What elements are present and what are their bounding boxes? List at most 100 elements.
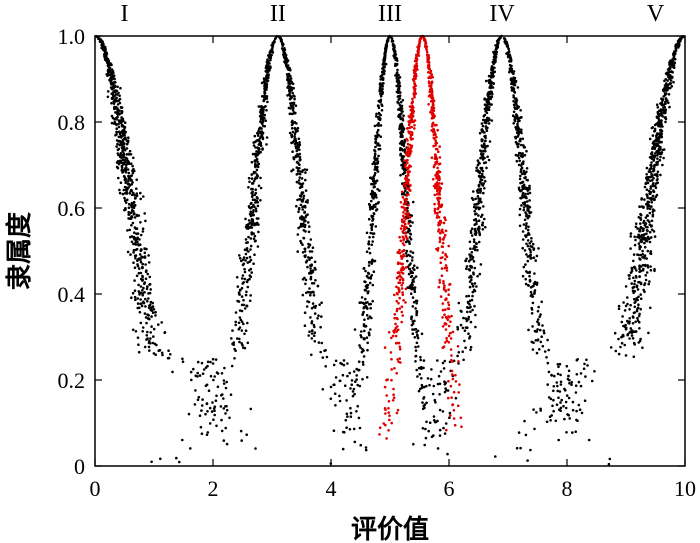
scatter-point (436, 183, 440, 186)
grade-label: V (647, 1, 665, 27)
scatter-point (131, 221, 135, 225)
scatter-point (260, 105, 264, 109)
scatter-point (126, 250, 130, 254)
scatter-point (672, 80, 675, 84)
scatter-point (445, 336, 448, 340)
scatter-point (133, 289, 137, 293)
scatter-point (409, 250, 413, 253)
scatter-point (648, 137, 652, 141)
scatter-point (438, 178, 441, 182)
scatter-point (245, 304, 248, 308)
scatter-point (580, 411, 584, 415)
scatter-point (491, 72, 495, 76)
scatter-point (476, 248, 479, 252)
scatter-point (609, 346, 613, 349)
scatter-point (372, 185, 376, 189)
scatter-point (678, 39, 682, 42)
x-tick-label: 2 (208, 476, 219, 501)
scatter-point (488, 140, 492, 143)
scatter-point (526, 239, 530, 242)
scatter-point (200, 409, 203, 412)
scatter-point (296, 198, 299, 202)
scatter-point (646, 214, 649, 218)
scatter-point (318, 303, 321, 307)
scatter-point (393, 331, 396, 334)
scatter-point (138, 291, 141, 294)
scatter-point (482, 191, 485, 195)
y-tick-label: 0 (74, 454, 85, 479)
scatter-point (532, 256, 536, 260)
scatter-point (264, 96, 268, 100)
scatter-point (407, 212, 411, 215)
scatter-point (211, 357, 215, 361)
scatter-point (427, 103, 430, 106)
scatter-point (649, 167, 652, 170)
scatter-point (513, 80, 516, 84)
scatter-point (441, 308, 445, 312)
scatter-point (377, 154, 380, 158)
scatter-point (304, 254, 307, 257)
scatter-point (129, 162, 133, 165)
x-axis-label: 评价值 (351, 515, 429, 543)
scatter-point (633, 297, 636, 301)
scatter-point (433, 209, 437, 213)
scatter-point (471, 294, 474, 298)
scatter-point (426, 60, 430, 64)
scatter-point (518, 177, 522, 181)
scatter-point (332, 429, 336, 433)
scatter-point (474, 218, 478, 221)
scatter-point (301, 278, 305, 281)
scatter-point (126, 168, 130, 171)
scatter-point (650, 219, 654, 223)
scatter-point (445, 339, 449, 343)
scatter-point (413, 75, 417, 78)
x-tick-label: 4 (326, 476, 337, 501)
scatter-point (579, 372, 583, 375)
scatter-point (243, 267, 246, 271)
scatter-point (474, 203, 478, 206)
scatter-point (635, 284, 639, 288)
scatter-point (136, 240, 139, 244)
scatter-point (409, 136, 412, 139)
scatter-point (118, 120, 122, 123)
scatter-point (655, 122, 658, 126)
scatter-point (470, 251, 474, 254)
scatter-point (634, 222, 638, 225)
scatter-point (116, 85, 119, 89)
scatter-point (171, 370, 174, 374)
scatter-point (404, 287, 408, 291)
scatter-point (396, 262, 400, 266)
scatter-point (450, 354, 453, 357)
scatter-point (405, 194, 409, 197)
scatter-point (127, 178, 130, 181)
scatter-point (436, 176, 439, 180)
scatter-point (617, 352, 621, 356)
scatter-point (624, 354, 628, 357)
scatter-point (349, 406, 352, 410)
scatter-point (387, 331, 391, 334)
scatter-point (244, 252, 248, 256)
scatter-point (345, 426, 348, 430)
scatter-point (220, 372, 224, 375)
scatter-point (260, 95, 264, 98)
scatter-point (369, 306, 372, 310)
scatter-point (112, 102, 116, 105)
scatter-point (117, 135, 121, 139)
scatter-point (250, 271, 253, 274)
scatter-point (417, 389, 421, 393)
scatter-point (397, 286, 400, 290)
scatter-point (288, 89, 291, 92)
scatter-point (133, 197, 137, 200)
scatter-point (650, 161, 653, 164)
scatter-point (660, 108, 663, 112)
scatter-point (442, 282, 445, 285)
scatter-point (398, 278, 402, 282)
scatter-point (651, 126, 655, 129)
scatter-point (479, 197, 482, 201)
scatter-point (475, 245, 478, 249)
scatter-point (565, 364, 569, 368)
scatter-point (663, 79, 666, 83)
scatter-point (481, 213, 484, 217)
scatter-point (296, 250, 300, 253)
scatter-point (468, 336, 471, 340)
